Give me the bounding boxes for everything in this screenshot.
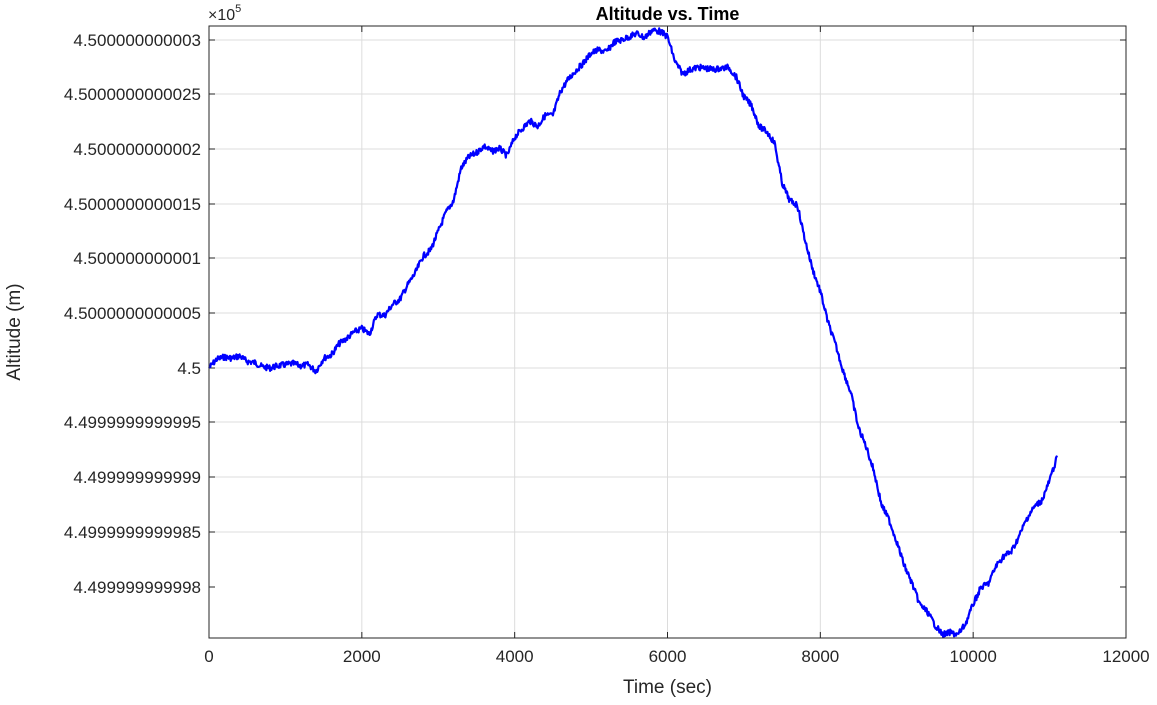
y-tick-label: 4.5000000000025 bbox=[64, 85, 201, 104]
y-tick-label: 4.500000000003 bbox=[73, 31, 201, 50]
labels-layer: 0 2000 4000 6000 8000 10000 12000 4.49999999999… bbox=[64, 31, 1150, 666]
grid-layer bbox=[209, 26, 1126, 638]
y-axis-exponent-base: ×10 bbox=[208, 7, 235, 24]
x-tick-label: 12000 bbox=[1102, 647, 1149, 666]
y-axis-exponent-power: 5 bbox=[235, 3, 241, 15]
y-tick-label: 4.5000000000015 bbox=[64, 195, 201, 214]
x-tick-label: 4000 bbox=[496, 647, 534, 666]
x-tick-label: 2000 bbox=[343, 647, 381, 666]
y-tick-label: 4.499999999999 bbox=[73, 468, 201, 487]
series-layer bbox=[208, 27, 1059, 639]
x-tick-label: 8000 bbox=[801, 647, 839, 666]
y-tick-label: 4.4999999999995 bbox=[64, 413, 201, 432]
x-tick-label: 10000 bbox=[950, 647, 997, 666]
x-axis-title: Time (sec) bbox=[623, 677, 712, 698]
y-tick-label: 4.500000000001 bbox=[73, 249, 201, 268]
x-tick-label: 0 bbox=[204, 647, 213, 666]
altitude-series-line bbox=[208, 27, 1059, 639]
x-tick-label: 6000 bbox=[649, 647, 687, 666]
y-axis-title: Altitude (m) bbox=[4, 283, 25, 380]
y-tick-label: 4.5 bbox=[177, 359, 201, 378]
y-tick-label: 4.4999999999985 bbox=[64, 523, 201, 542]
y-tick-label: 4.499999999998 bbox=[73, 578, 201, 597]
y-tick-label: 4.5000000000005 bbox=[64, 304, 201, 323]
y-axis-exponent: ×105 bbox=[208, 3, 241, 24]
y-tick-label: 4.500000000002 bbox=[73, 140, 201, 159]
plot-area-border bbox=[208, 25, 1127, 639]
chart-title: Altitude vs. Time bbox=[596, 4, 740, 24]
